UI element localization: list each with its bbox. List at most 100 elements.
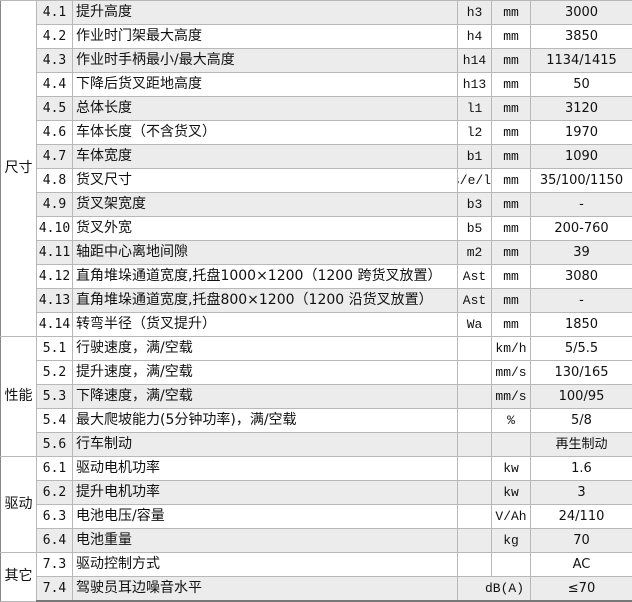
row-description: 行车制动 [73,433,458,457]
row-number: 4.11 [37,241,73,265]
row-description: 提升高度 [73,1,458,25]
section-label: 尺寸 [1,1,37,337]
row-number: 4.9 [37,193,73,217]
row-code [458,481,492,505]
row-description: 行驶速度，满/空载 [73,337,458,361]
row-unit: mm [492,49,531,73]
row-value: 1090 [531,145,632,169]
row-value: 3 [531,481,632,505]
row-description: 车体长度（不含货叉） [73,121,458,145]
row-unit: mm [492,1,531,25]
row-description: 提升电机功率 [73,481,458,505]
row-code: l1 [458,97,492,121]
row-unit: mm [492,97,531,121]
row-value: ≤70 [531,577,632,602]
row-description: 转弯半径（货叉提升） [73,313,458,337]
row-code: Ast [458,265,492,289]
row-unit: mm/s [492,385,531,409]
row-description: 总体长度 [73,97,458,121]
row-code: h3 [458,1,492,25]
row-number: 5.3 [37,385,73,409]
row-code: l2 [458,121,492,145]
row-description: 下降速度，满/空载 [73,385,458,409]
row-value: 3850 [531,25,632,49]
row-number: 4.13 [37,289,73,313]
row-unit: km/h [492,337,531,361]
row-number: 7.3 [37,553,73,577]
section-label: 其它 [1,553,37,602]
row-number: 4.3 [37,49,73,73]
row-value: 1850 [531,313,632,337]
row-code [458,385,492,409]
row-value: 5/8 [531,409,632,433]
row-value: 5/5.5 [531,337,632,361]
row-number: 6.2 [37,481,73,505]
row-number: 4.1 [37,1,73,25]
row-value: 1.6 [531,457,632,481]
row-value: 200-760 [531,217,632,241]
row-description: 直角堆垛通道宽度,托盘1000×1200（1200 跨货叉放置） [73,265,458,289]
row-number: 4.4 [37,73,73,97]
row-unit [492,553,531,577]
section-label: 性能 [1,337,37,457]
row-code [458,409,492,433]
row-unit [492,433,531,457]
row-value: 39 [531,241,632,265]
row-unit: V/Ah [492,505,531,529]
row-description: 驱动控制方式 [73,553,458,577]
row-unit: mm [492,265,531,289]
row-value: 3000 [531,1,632,25]
row-description: 货叉架宽度 [73,193,458,217]
row-value: 再生制动 [531,433,632,457]
row-number: 6.1 [37,457,73,481]
row-value: 100/95 [531,385,632,409]
row-value: 1134/1415 [531,49,632,73]
row-unit: mm/s [492,361,531,385]
row-code [458,553,492,577]
row-code: b3 [458,193,492,217]
row-unit: mm [492,193,531,217]
row-value: 50 [531,73,632,97]
section-label: 驱动 [1,457,37,553]
row-code [458,457,492,481]
row-code: h13 [458,73,492,97]
row-number: 5.2 [37,361,73,385]
row-description: 直角堆垛通道宽度,托盘800×1200（1200 沿货叉放置） [73,289,458,313]
row-code: h4 [458,25,492,49]
row-number: 4.8 [37,169,73,193]
row-unit: dB(A) [458,577,531,602]
row-description: 货叉外宽 [73,217,458,241]
row-description: 驾驶员耳边噪音水平 [73,577,458,602]
row-number: 5.6 [37,433,73,457]
row-unit: mm [492,121,531,145]
row-value: - [531,289,632,313]
row-number: 4.14 [37,313,73,337]
row-unit: % [492,409,531,433]
row-description: 最大爬坡能力(5分钟功率)，满/空载 [73,409,458,433]
row-value: 35/100/1150 [531,169,632,193]
row-code: m2 [458,241,492,265]
row-number: 5.1 [37,337,73,361]
row-code: s/e/l [458,169,492,193]
row-number: 4.5 [37,97,73,121]
